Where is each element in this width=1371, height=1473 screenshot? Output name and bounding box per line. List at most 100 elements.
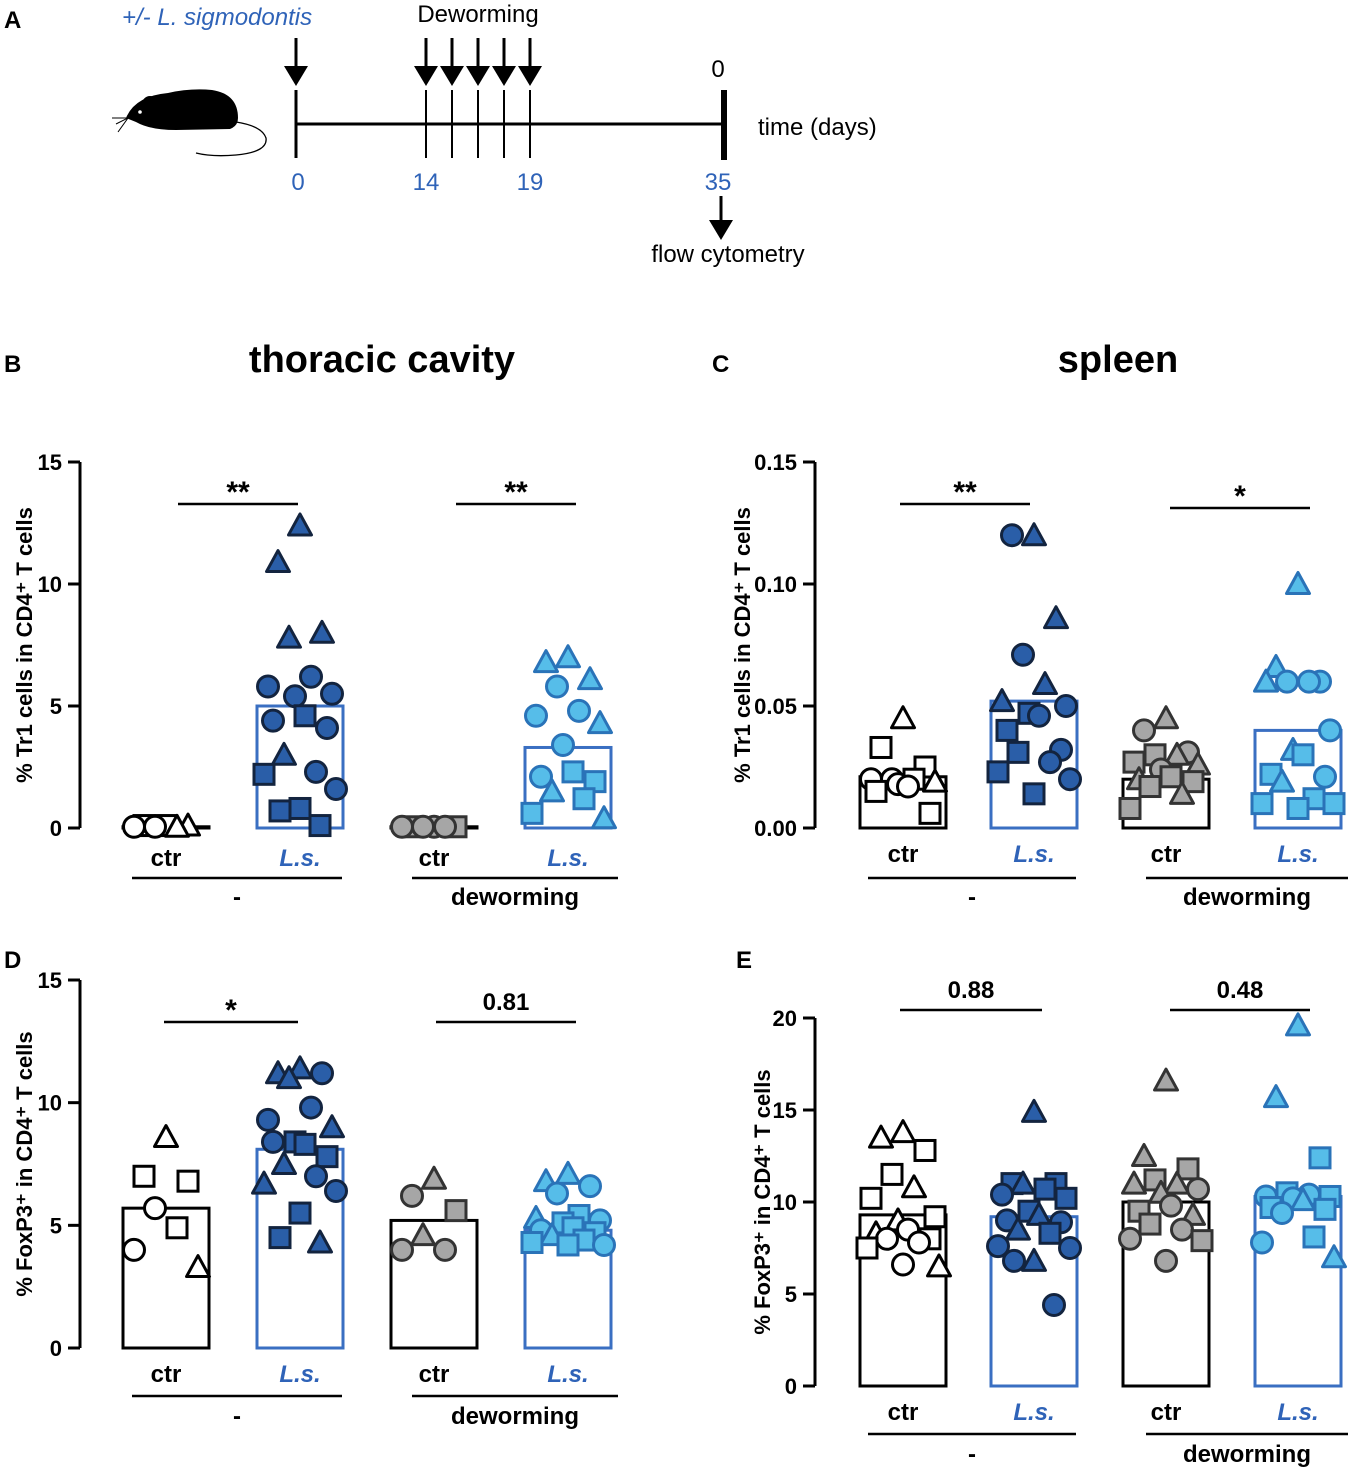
data-point-triangle: [1290, 1187, 1316, 1212]
data-point-circle: [578, 1174, 602, 1199]
data-point-triangle: [1021, 522, 1047, 547]
data-point-triangle: [1010, 1170, 1036, 1195]
data-point-triangle: [309, 619, 335, 644]
data-point-triangle: [555, 644, 581, 669]
data-point-square: [308, 814, 332, 838]
data-point-triangle: [287, 512, 313, 537]
data-point-circle: [907, 1230, 931, 1255]
group-label: -: [968, 1441, 976, 1468]
data-point-circle: [986, 1234, 1010, 1259]
infection-label: +/- L. sigmodontis: [122, 4, 312, 31]
deworming-arrows: [414, 38, 542, 86]
group-label: deworming: [1183, 884, 1311, 911]
readout-label: flow cytometry: [651, 241, 804, 268]
data-point-square: [1038, 1221, 1062, 1245]
y-tick-label: 10: [38, 572, 62, 597]
data-point-circle: [1054, 694, 1078, 718]
significance-label: *: [1234, 480, 1246, 513]
data-point-triangle: [922, 768, 948, 793]
panel-d-label: D: [4, 947, 21, 974]
data-point-circle: [1297, 669, 1321, 694]
readout-arrow: [709, 196, 733, 240]
data-point-circle: [875, 1226, 899, 1251]
y-tick-label: 15: [38, 450, 62, 475]
group-label: -: [233, 884, 241, 911]
group-label: -: [233, 1403, 241, 1430]
x-category-label: L.s.: [279, 845, 320, 872]
data-point-square: [913, 1138, 937, 1162]
data-point-circle: [310, 1061, 334, 1086]
data-point-square: [1022, 782, 1046, 806]
data-point-circle: [1159, 1193, 1183, 1218]
data-point-triangle: [1021, 1098, 1047, 1123]
data-point-square: [165, 1216, 189, 1240]
data-point-circle: [299, 664, 323, 689]
data-point-triangle: [1153, 705, 1179, 730]
time-axis-label: time (days): [758, 114, 877, 141]
data-point-triangle: [287, 1055, 313, 1080]
data-point-square: [918, 801, 942, 825]
data-point-square: [869, 735, 893, 759]
panel-e-label: E: [736, 947, 752, 974]
data-point-circle: [390, 1237, 414, 1262]
panel-d-chart: D 0 5 10 15 % FoxP3⁺ in CD4⁺ T cells ctr L.s. ct…: [4, 947, 618, 1430]
y-tick-label: 0: [50, 816, 62, 841]
data-point-triangle: [539, 778, 565, 803]
data-point-circle: [1011, 642, 1035, 667]
x-category-label: ctr: [888, 1399, 919, 1426]
data-point-square: [252, 762, 276, 786]
data-point-triangle: [1285, 571, 1311, 595]
data-point-circle: [256, 674, 280, 699]
data-point-circle: [1275, 669, 1299, 694]
data-point-circle: [545, 674, 569, 699]
data-point-square: [859, 1186, 883, 1210]
data-point-circle: [390, 814, 414, 839]
data-point-triangle: [251, 1170, 277, 1195]
data-point-circle: [592, 1232, 616, 1257]
group-label: deworming: [1183, 1441, 1311, 1468]
data-point-circle: [1250, 1230, 1274, 1255]
panel-c-chart: C 0.00 0.05 0.10 0.15 % Tr1 cells in CD4⁺ T c…: [712, 351, 1348, 911]
data-point-circle: [283, 684, 307, 709]
data-point-square: [855, 1236, 879, 1260]
data-point-circle: [320, 681, 344, 706]
infection-arrow: [284, 38, 308, 86]
significance-label: **: [504, 476, 528, 509]
data-point-circle: [1027, 703, 1051, 728]
data-point-circle: [1000, 523, 1024, 548]
data-point-square: [1302, 1225, 1326, 1249]
data-point-circle: [1186, 1177, 1210, 1202]
data-point-triangle: [307, 1229, 333, 1254]
x-category-label: L.s.: [547, 845, 588, 872]
data-point-triangle: [890, 1119, 916, 1144]
data-point-circle: [299, 1095, 323, 1120]
data-point-triangle: [1032, 671, 1058, 696]
data-point-square: [556, 1233, 580, 1257]
data-point-square: [1313, 1197, 1337, 1221]
data-point-triangle: [1021, 1247, 1047, 1272]
x-category-label: L.s.: [279, 1361, 320, 1388]
x-category-label: L.s.: [1277, 1399, 1318, 1426]
panel-e-chart: E 0 5 10 15 20 % FoxP3⁺ in CD4⁺ T cells ctr L.s.…: [736, 947, 1348, 1468]
data-point-circle: [529, 764, 553, 789]
data-point-square: [268, 799, 292, 823]
data-point-square: [293, 704, 317, 728]
data-point-circle: [1058, 767, 1082, 792]
data-point-square: [520, 801, 544, 825]
data-point-triangle: [989, 688, 1015, 713]
x-category-label: L.s.: [1013, 1399, 1054, 1426]
deworming-label: Deworming: [417, 1, 538, 28]
data-point-circle: [1270, 1201, 1294, 1226]
x-category-label: ctr: [1151, 841, 1182, 868]
panel-a-label: A: [4, 7, 21, 34]
data-point-triangle: [555, 1160, 581, 1185]
y-tick-label: 0.15: [754, 450, 797, 475]
group-label: -: [968, 884, 976, 911]
x-category-label: ctr: [419, 1361, 450, 1388]
data-point-square: [1118, 796, 1142, 820]
data-point-square: [132, 1164, 156, 1188]
data-point-triangle: [276, 624, 302, 649]
data-point-triangle: [153, 1124, 179, 1149]
data-point-square: [268, 1226, 292, 1250]
data-point-triangle: [926, 1253, 952, 1278]
